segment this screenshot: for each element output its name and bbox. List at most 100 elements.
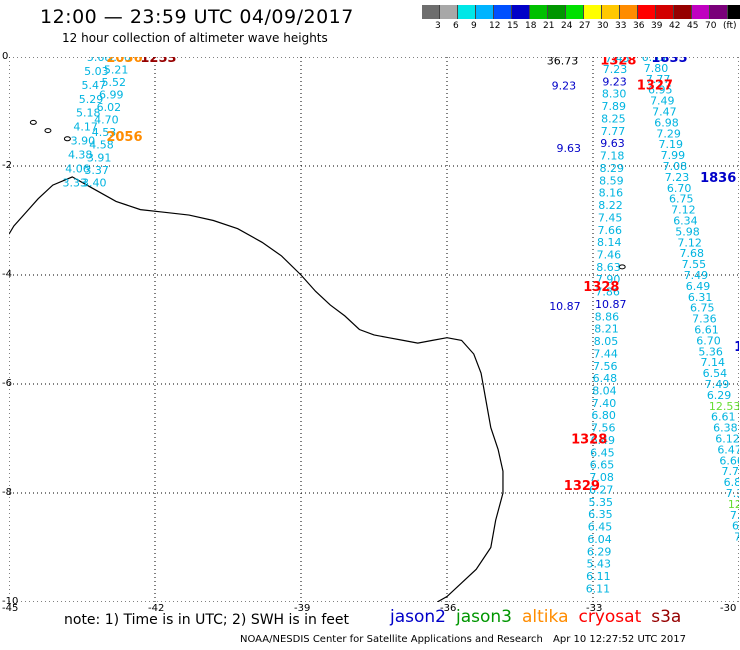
swh-value: 7.77 xyxy=(646,73,671,86)
swh-value: 4.17 xyxy=(73,121,98,134)
x-tick-label: -42 xyxy=(148,603,165,614)
color-swatch xyxy=(638,5,656,19)
color-swatch xyxy=(584,5,602,19)
color-swatch xyxy=(530,5,548,19)
swh-value: 7.23 xyxy=(603,63,628,76)
y-tick-label: -6 xyxy=(2,378,12,389)
swh-value: 5.68 xyxy=(87,57,112,64)
swh-value: 4.70 xyxy=(94,114,119,127)
swh-value: 8.05 xyxy=(594,335,619,348)
swh-value: 7.66 xyxy=(597,224,622,237)
swh-value: 6.27 xyxy=(589,483,614,496)
color-scale-label: (ft) xyxy=(723,21,737,31)
swh-value: 7.49 xyxy=(705,378,730,391)
color-swatch xyxy=(692,5,710,19)
color-scale-bar xyxy=(422,5,740,19)
swh-value: 7 xyxy=(734,531,739,544)
swh-value: 7.77 xyxy=(601,125,626,138)
units-note: note: 1) Time is in UTC; 2) SWH is in fe… xyxy=(64,612,350,628)
color-swatch xyxy=(674,5,692,19)
swh-value: 8.25 xyxy=(601,112,626,125)
swh-value: 9.63 xyxy=(600,137,625,150)
swh-value: 7.49 xyxy=(684,269,709,282)
swh-value: 7.36 xyxy=(692,313,717,326)
swh-value: 5.35 xyxy=(589,496,614,509)
swh-value: 8.29 xyxy=(599,162,624,175)
pass-label: 1836 xyxy=(700,171,736,186)
swh-value: 5.50 xyxy=(106,57,131,64)
swh-value: 7.89 xyxy=(602,100,627,113)
swh-value: 7.08 xyxy=(663,160,688,173)
swh-value: 7.40 xyxy=(592,397,617,410)
pass-label: 1835 xyxy=(651,57,687,66)
swh-value: 6.11 xyxy=(586,582,611,595)
swh-value: 6.75 xyxy=(690,302,715,315)
color-scale-label: 6 xyxy=(453,21,459,31)
swh-value: 6.49 xyxy=(686,280,711,293)
swh-value: 6.49 xyxy=(591,434,616,447)
swh-value: 6.38 xyxy=(713,422,738,435)
swh-value: 4.53 xyxy=(92,126,117,139)
swh-value: 7.08 xyxy=(589,471,614,484)
satellite-legend: jason2 jason3 altika cryosat s3a xyxy=(390,607,691,627)
island-outline xyxy=(29,119,37,125)
swh-value: 8.04 xyxy=(592,385,617,398)
swh-value: 6.02 xyxy=(97,101,122,114)
legend-entry-s3a: s3a xyxy=(651,607,682,627)
swh-value: 8.14 xyxy=(597,236,622,249)
y-tick-label: -10 xyxy=(2,596,19,607)
color-scale-label: 18 xyxy=(525,21,537,31)
color-scale-label: 36 xyxy=(633,21,645,31)
swh-value: 6.54 xyxy=(703,367,728,380)
swh-value: 6.29 xyxy=(587,545,612,558)
swh-value: 6.65 xyxy=(590,459,615,472)
swh-value: 7.19 xyxy=(658,138,683,151)
swh-value: 7.44 xyxy=(593,347,618,360)
color-swatch xyxy=(494,5,512,19)
pass-label: 2056 xyxy=(106,130,142,145)
color-scale-label: 9 xyxy=(471,21,477,31)
swh-value: 9.23 xyxy=(602,75,627,88)
coastline xyxy=(9,119,626,602)
color-scale-label: 15 xyxy=(507,21,519,31)
swh-value: 7.99 xyxy=(661,149,686,162)
swh-value: 7.90 xyxy=(596,273,621,286)
swh-value: 7.12 xyxy=(677,236,702,249)
wave-height-map: 5.685.035.475.295.184.173.904.384.063.33… xyxy=(9,57,739,602)
swh-value: 5.18 xyxy=(76,107,101,120)
altimeter-tracks: 5.685.035.475.295.184.173.904.384.063.33… xyxy=(63,57,739,595)
swh-value: 6.99 xyxy=(99,89,124,102)
swh-value: 7.12 xyxy=(671,204,696,217)
x-tick-label: -33 xyxy=(586,603,603,614)
swh-value: 8.16 xyxy=(599,187,624,200)
color-swatch xyxy=(422,5,440,19)
coastline-path xyxy=(9,176,504,602)
swh-value: 5.03 xyxy=(84,65,109,78)
swh-value: 8.21 xyxy=(594,323,619,336)
pass-label: 1328 xyxy=(571,433,607,448)
pass-label: 1328 xyxy=(583,280,619,295)
color-scale-label: 12 xyxy=(489,21,501,31)
swh-value: 7.29 xyxy=(656,127,681,140)
map-subtitle: 12 hour collection of altimeter wave hei… xyxy=(62,31,328,45)
swh-value: 6.48 xyxy=(593,372,618,385)
swh-value: 7.23 xyxy=(665,171,690,184)
swh-value: 7.5 xyxy=(730,509,739,522)
y-tick-label: -2 xyxy=(2,160,12,171)
pass-label: 10.87 xyxy=(549,300,581,313)
swh-value: 7.80 xyxy=(644,62,669,75)
swh-value: 6.61 xyxy=(711,411,736,424)
color-scale-label: 27 xyxy=(579,21,591,31)
swh-value: 6.80 xyxy=(591,409,616,422)
island-outline xyxy=(63,136,71,142)
swh-value: 5.52 xyxy=(101,76,126,89)
swh-value: 6.12 xyxy=(715,433,739,446)
swh-value: 6.04 xyxy=(587,533,612,546)
pass-label: 1837 xyxy=(734,340,739,355)
color-swatch xyxy=(548,5,566,19)
swh-value: 3.90 xyxy=(71,135,96,148)
color-scale-label: 3 xyxy=(435,21,441,31)
swh-value: 7.56 xyxy=(591,422,616,435)
color-swatch xyxy=(566,5,584,19)
legend-entry-cryosat: cryosat xyxy=(578,607,642,627)
